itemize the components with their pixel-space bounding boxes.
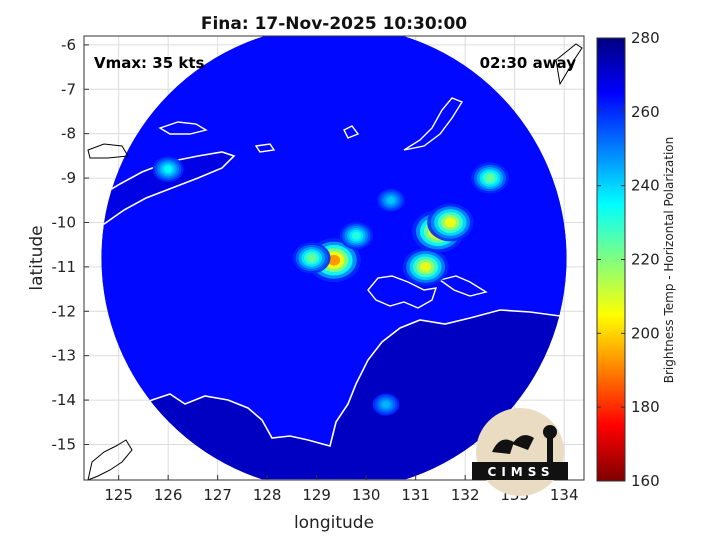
x-axis-label: longitude: [294, 513, 374, 533]
feature-contour: [485, 173, 495, 183]
colorbar-tick-label: 180: [631, 398, 660, 416]
feature-northeast-cell: [471, 162, 509, 194]
y-tick-label: -10: [52, 213, 77, 231]
y-tick-label: -7: [61, 80, 76, 98]
feature-band-outer: [377, 188, 405, 212]
coastline-outside-southwest: [87, 439, 133, 480]
logo-tower-tank: [543, 425, 557, 439]
feature-contour: [382, 401, 390, 409]
coastline-islands: [367, 275, 438, 309]
chart-title: Fina: 17-Nov-2025 10:30:00: [201, 14, 467, 34]
feature-west-cell: [292, 242, 331, 274]
cimss-logo: CIMSS: [472, 408, 568, 496]
x-tick-label: 132: [451, 486, 480, 504]
colorbar: [596, 37, 626, 482]
logo-text: CIMSS: [488, 465, 555, 479]
coastline-outside-northeast: [555, 43, 583, 86]
colorbar-tick-label: 260: [631, 103, 660, 121]
y-tick-label: -13: [52, 347, 77, 365]
colorbar-ticks: 160 180 200 220 240 260 280: [597, 29, 660, 490]
x-tick-label: 126: [154, 486, 183, 504]
colorbar-tick-label: 280: [631, 29, 660, 47]
logo-tower-leg: [547, 438, 553, 464]
feature-south-cell: [372, 393, 400, 416]
australia-landmass: [101, 309, 567, 480]
feature-band-north: [339, 222, 373, 250]
y-tick-label: -8: [61, 125, 76, 143]
x-tick-label: 128: [253, 486, 282, 504]
feature-timor-cell: [152, 156, 184, 182]
colorbar-tick-label: 160: [631, 472, 660, 490]
vmax-label: Vmax: 35 kts: [94, 54, 204, 72]
y-tick-label: -15: [52, 435, 77, 453]
logo-banner: [472, 462, 568, 480]
y-axis-ticks: -6 -7 -8 -9 -10 -11 -12 -13 -14 -15: [52, 36, 89, 453]
convection-features: [152, 156, 509, 416]
time-away-label: 02:30 away: [480, 54, 577, 72]
colorbar-label: Brightness Temp - Horizontal Polarizatio…: [662, 137, 676, 384]
y-tick-label: -14: [52, 391, 77, 409]
colorbar-tick-label: 200: [631, 324, 660, 342]
y-tick-label: -6: [61, 36, 76, 54]
x-axis-ticks: 125126127128129130131132133134: [104, 475, 579, 504]
feature-east-convection-3: [427, 203, 474, 242]
y-tick-label: -12: [52, 302, 77, 320]
colorbar-tick-label: 240: [631, 177, 660, 195]
y-tick-label: -9: [61, 169, 76, 187]
coastline-outside-west: [87, 143, 129, 159]
x-tick-label: 130: [352, 486, 381, 504]
feature-contour: [163, 165, 173, 173]
feature-contour: [327, 254, 341, 266]
land-group: [101, 97, 567, 480]
logo-dish-left: [492, 439, 514, 454]
feature-contour: [351, 231, 361, 240]
feature-contour: [386, 196, 395, 204]
logo-dish-right: [512, 435, 534, 450]
swath-layer: [87, 36, 583, 480]
y-axis-label: latitude: [27, 225, 47, 290]
feature-contour: [420, 262, 432, 272]
x-tick-label: 134: [550, 486, 579, 504]
x-tick-label: 125: [104, 486, 133, 504]
plot-frame: [83, 35, 585, 481]
y-tick-label: -11: [52, 258, 77, 276]
colorbar-tick-label: 220: [631, 251, 660, 269]
x-tick-label: 127: [203, 486, 232, 504]
x-tick-label: 131: [401, 486, 430, 504]
feature-contour: [306, 253, 317, 263]
x-tick-label: 129: [302, 486, 331, 504]
feature-east-convection-2: [402, 248, 449, 286]
coastline-north: [158, 97, 488, 297]
feature-contour: [444, 217, 456, 228]
